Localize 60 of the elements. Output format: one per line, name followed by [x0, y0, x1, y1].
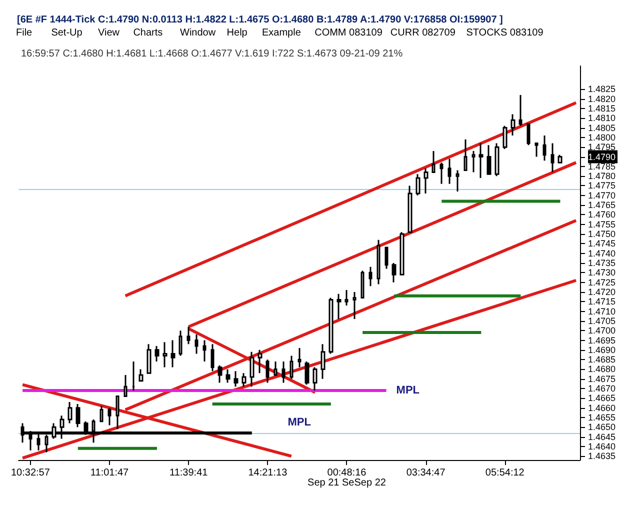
ref-line-label: MPL: [288, 416, 312, 428]
y-tick-label: 1.4795: [588, 142, 616, 152]
chart-title: [6E #F 1444-Tick C:1.4790 N:0.0113 H:1.4822 L:1.4675 O:1.4680 B:1.4789 A:1.4790 V:176858 OI:159907 ]: [17, 14, 503, 26]
y-tick-label: 1.4740: [588, 248, 616, 258]
text: CURR 082709: [390, 28, 456, 38]
text: File: [16, 28, 33, 38]
y-tick-label: 1.4710: [588, 306, 616, 316]
text: Charts: [133, 28, 163, 38]
y-tick-label: 1.4825: [588, 84, 616, 94]
y-tick-label: 1.4770: [588, 190, 616, 200]
x-tick-label: 14:21:13: [248, 468, 288, 478]
y-tick-label: 1.4705: [588, 316, 616, 326]
y-tick-label: 1.4660: [588, 402, 616, 413]
y-tick-label: 1.4750: [588, 229, 616, 240]
y-tick-label: 1.4765: [588, 200, 616, 210]
x-tick-label: 10:32:57: [10, 468, 50, 478]
y-tick-label: 1.4820: [588, 94, 616, 104]
y-tick-label: 1.4665: [588, 393, 616, 404]
y-tick-label: 1.4695: [588, 335, 616, 346]
y-tick-label: 1.4755: [588, 219, 616, 230]
y-tick-label: 1.4810: [588, 113, 616, 124]
text: Window: [180, 28, 216, 38]
y-tick-label: 1.4700: [588, 326, 616, 336]
x-tick-label: 11:01:47: [90, 468, 130, 478]
x-tick-label: 11:39:41: [170, 468, 208, 478]
y-tick-label: 1.4725: [588, 277, 616, 288]
text: Help: [226, 28, 248, 38]
x-tick-label: 00:48:16 Sep 21 SeSep 22: [308, 468, 386, 488]
y-tick-label: 1.4785: [588, 161, 616, 172]
y-tick-label: 1.4670: [588, 384, 616, 394]
y-tick-label: 1.4730: [588, 268, 616, 278]
y-tick-label: 1.4780: [588, 171, 616, 182]
y-tick-label: 1.4720: [588, 286, 616, 297]
y-tick-label: 1.4745: [588, 238, 616, 249]
y-tick-label: 1.4760: [588, 210, 616, 220]
text: STOCKS 083109: [466, 28, 544, 38]
text: COMM 083109: [314, 28, 383, 38]
x-tick-label: 05:54:12: [485, 468, 525, 478]
y-tick-label: 1.4685: [588, 354, 616, 365]
series-label: MPL: [396, 384, 420, 396]
text: Example: [262, 28, 302, 38]
text: Set-Up: [51, 28, 83, 38]
y-tick-label: 1.4650: [588, 422, 616, 432]
y-tick-label: 1.4690: [588, 344, 616, 355]
x-tick-label: 03:34:47: [406, 468, 446, 478]
y-tick-label: 1.4735: [588, 258, 616, 268]
y-tick-label: 1.4790: [588, 152, 616, 162]
y-tick-label: 1.4675: [588, 374, 616, 384]
y-tick-label: 1.4805: [588, 122, 616, 133]
y-tick-label: 1.4655: [588, 412, 616, 423]
text: View: [98, 28, 120, 38]
y-tick-label: 1.4715: [588, 296, 616, 307]
chart-subtitle: 16:59:57 C:1.4680 H:1.4681 L:1.4668 O:1.4677 V:1.619 I:722 S:1.4673 09-21-09 21%: [21, 48, 403, 60]
y-tick-label: 1.4775: [588, 180, 616, 191]
y-tick-label: 1.4640: [588, 441, 616, 452]
y-tick-label: 1.4635: [588, 451, 616, 462]
y-tick-label: 1.4800: [588, 132, 616, 142]
y-tick-label: 1.4645: [588, 432, 616, 442]
y-tick-label: 1.4815: [588, 103, 616, 114]
y-tick-label: 1.4680: [588, 364, 616, 374]
